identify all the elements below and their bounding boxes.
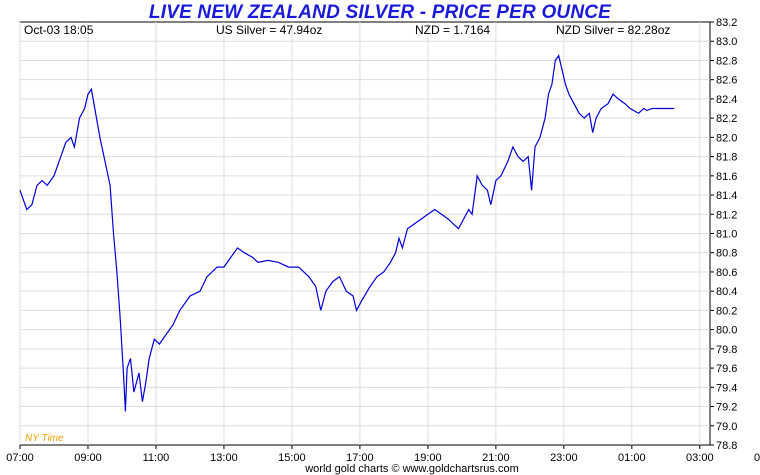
x-axis-ticks: 07:00 09:00 11:00 13:00 15:00 17:00 19:00 21:00… bbox=[6, 445, 760, 464]
x-tick-label: 17:00 bbox=[346, 452, 374, 464]
x-tick-label: 15:00 bbox=[278, 452, 306, 464]
x-tick-label: 19:00 bbox=[414, 452, 442, 464]
y-tick-label: 79.4 bbox=[716, 382, 737, 394]
series-line-nzd-silver bbox=[19, 54, 675, 412]
y-tick-label: 81.8 bbox=[716, 152, 737, 164]
y-tick-label: 81.4 bbox=[716, 190, 737, 202]
y-tick-label: 81.2 bbox=[716, 209, 737, 221]
x-tick-label: 09:00 bbox=[74, 452, 102, 464]
us-silver-readout: US Silver = 47.94oz bbox=[216, 23, 322, 37]
y-tick-label: 82.4 bbox=[716, 94, 737, 106]
x-tick-label: 23:00 bbox=[550, 452, 578, 464]
chart-title: LIVE NEW ZEALAND SILVER - PRICE PER OUNC… bbox=[148, 2, 612, 23]
y-tick-label: 78.8 bbox=[716, 440, 737, 452]
y-tick-label: 83.2 bbox=[716, 17, 737, 29]
x-tick-label: 11:00 bbox=[143, 452, 170, 464]
nzd-rate-readout: NZD = 1.7164 bbox=[415, 23, 490, 37]
y-tick-label: 83.0 bbox=[716, 36, 737, 48]
x-tick-label: 03:00 bbox=[686, 452, 714, 464]
y-tick-label: 80.2 bbox=[716, 305, 737, 317]
y-tick-label: 80.4 bbox=[716, 286, 737, 298]
y-tick-label: 81.6 bbox=[716, 171, 737, 183]
date-time-readout: Oct-03 18:05 bbox=[24, 23, 94, 37]
grid-lines bbox=[19, 22, 710, 445]
y-tick-label: 81.0 bbox=[716, 229, 737, 241]
x-tick-label: 21:00 bbox=[482, 452, 510, 464]
y-tick-label: 79.6 bbox=[716, 363, 737, 375]
y-tick-label: 79.0 bbox=[716, 421, 737, 433]
y-tick-label: 82.6 bbox=[716, 75, 737, 87]
y-tick-label: 80.8 bbox=[716, 248, 737, 260]
chart-footer: world gold charts © www.goldchartsrus.co… bbox=[304, 463, 519, 475]
x-tick-label: 01:00 bbox=[618, 452, 646, 464]
y-tick-label: 79.2 bbox=[716, 402, 737, 414]
y-tick-label: 82.2 bbox=[716, 113, 737, 125]
x-tick-label: 05:00 bbox=[754, 452, 760, 464]
timezone-label: NY Time bbox=[25, 433, 64, 444]
nzd-silver-readout: NZD Silver = 82.28oz bbox=[556, 23, 670, 37]
y-tick-label: 82.8 bbox=[716, 55, 737, 67]
y-tick-label: 79.8 bbox=[716, 344, 737, 356]
y-tick-label: 80.6 bbox=[716, 267, 737, 279]
y-tick-label: 82.0 bbox=[716, 132, 737, 144]
x-tick-label: 07:00 bbox=[6, 452, 34, 464]
y-tick-label: 80.0 bbox=[716, 325, 737, 337]
x-tick-label: 13:00 bbox=[210, 452, 238, 464]
y-axis-ticks: 78.8 79.0 79.2 79.4 79.6 79.8 80.0 80.2 80.4 80.6… bbox=[710, 17, 737, 452]
